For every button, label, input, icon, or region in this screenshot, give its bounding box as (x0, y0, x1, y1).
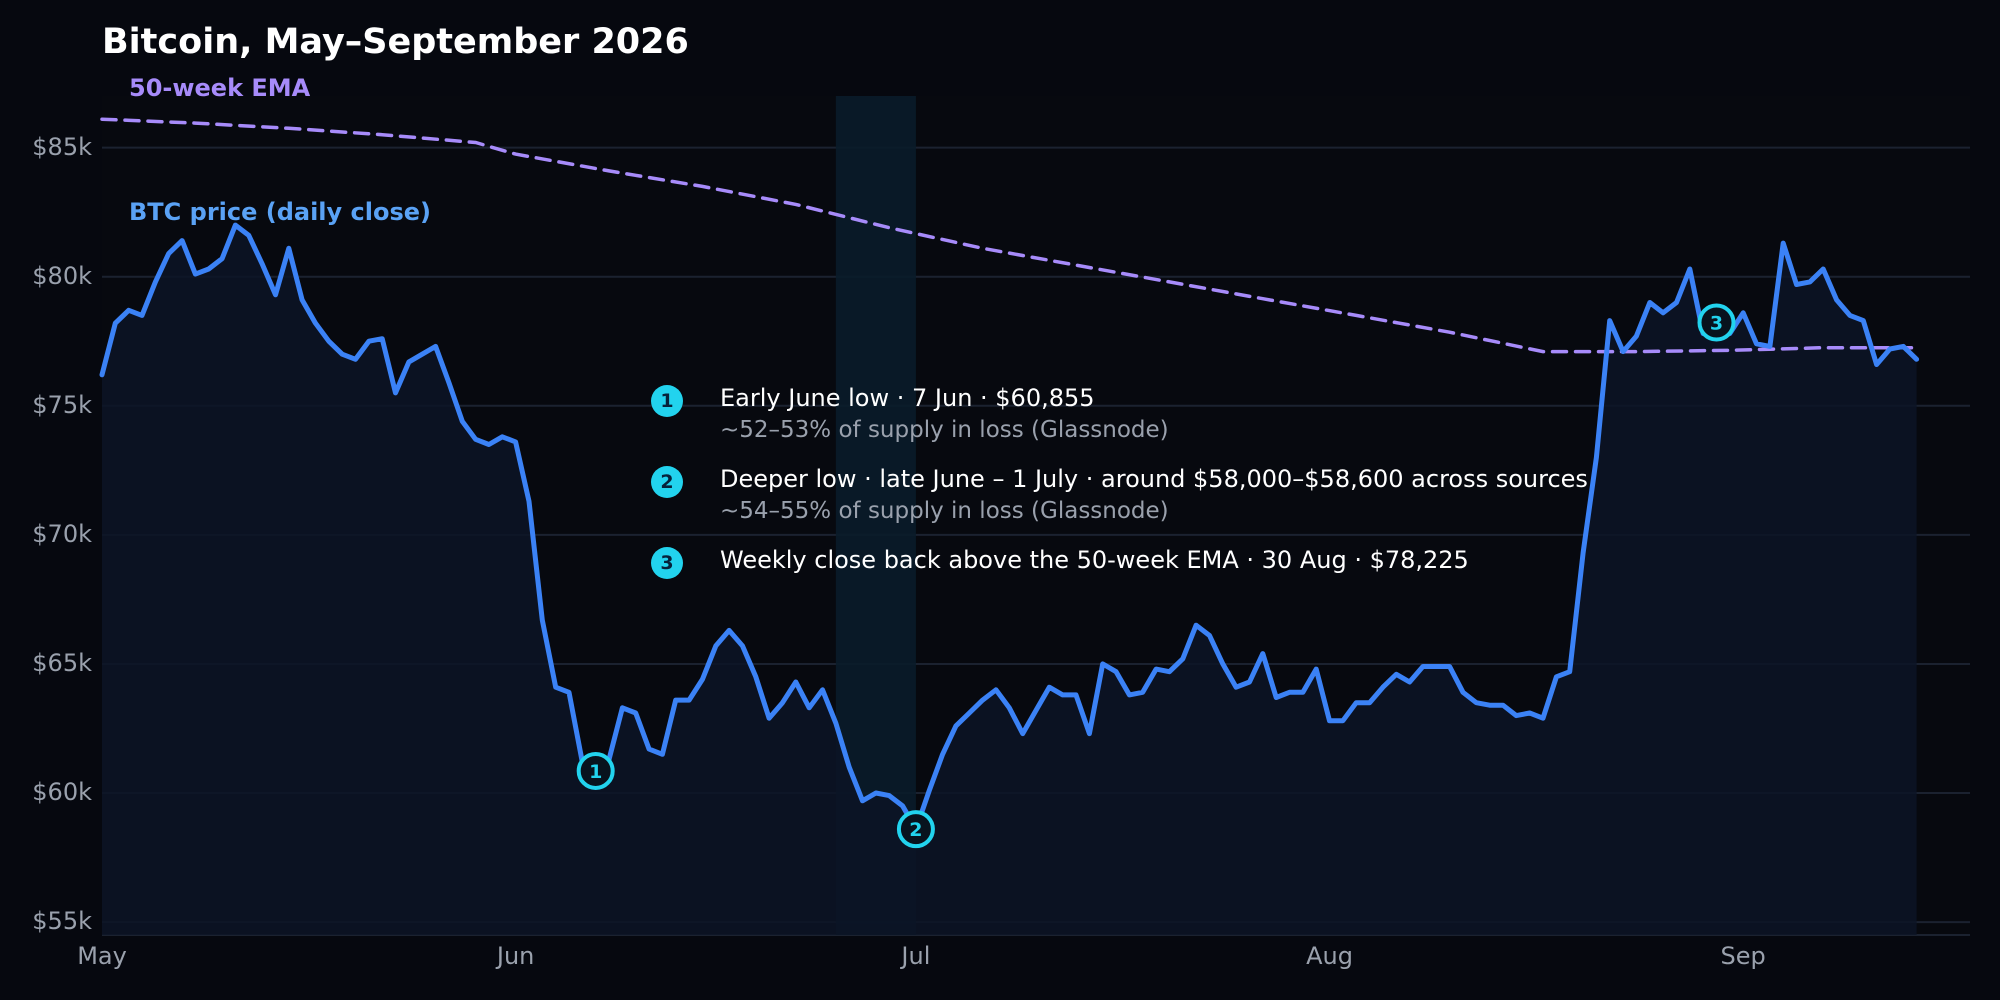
x-tick-label: May (77, 942, 127, 970)
annotation-subtext: ~52–53% of supply in loss (Glassnode) (720, 417, 1169, 443)
annotation-legend: 1 Early June low · 7 Jun · $60,855 ~52–53%… (648, 382, 1748, 593)
marker-3-label: 3 (1710, 313, 1723, 335)
marker-2-label: 2 (909, 819, 922, 841)
annotation-text: Weekly close back above the 50-week EMA … (720, 546, 1469, 574)
marker-1-label: 1 (589, 761, 602, 783)
y-tick-label: $60k (32, 778, 92, 806)
annotation-subtext: ~54–55% of supply in loss (Glassnode) (720, 498, 1169, 524)
ema-series-label: 50-week EMA (129, 74, 311, 102)
chart-title: Bitcoin, May–September 2026 (102, 22, 689, 62)
x-tick-label: Jul (901, 942, 931, 970)
marker-1 (576, 751, 615, 790)
marker-2 (896, 810, 935, 849)
y-tick-label: $85k (32, 132, 92, 161)
y-tick-label: $65k (32, 648, 92, 677)
marker-3 (1697, 303, 1736, 342)
y-tick-label: $80k (32, 261, 92, 290)
annotation-text: Deeper low · late June – 1 July · around… (720, 465, 1588, 493)
x-tick-label: Sep (1720, 942, 1766, 970)
annotation-badge: 1 (651, 385, 683, 417)
annotation-badge: 3 (651, 547, 683, 579)
btc-area-fill (102, 225, 1917, 936)
y-tick-label: $70k (32, 519, 92, 548)
y-tick-label: $55k (32, 907, 92, 936)
x-tick-label: Aug (1306, 942, 1353, 970)
annotation-badge: 2 (651, 466, 683, 498)
annotation-text: Early June low · 7 Jun · $60,855 (720, 384, 1095, 412)
annotation-1: 1 Early June low · 7 Jun · $60,855 ~52–53%… (648, 382, 1748, 446)
annotation-3: 3 Weekly close back above the 50-week EMA… (648, 544, 1748, 579)
btc-series-label: BTC price (daily close) (129, 198, 432, 226)
y-tick-label: $75k (32, 390, 92, 419)
annotation-2: 2 Deeper low · late June – 1 July · aroun… (648, 463, 1748, 527)
x-tick-label: Jun (496, 942, 535, 970)
btc-series-line (99, 222, 1920, 832)
